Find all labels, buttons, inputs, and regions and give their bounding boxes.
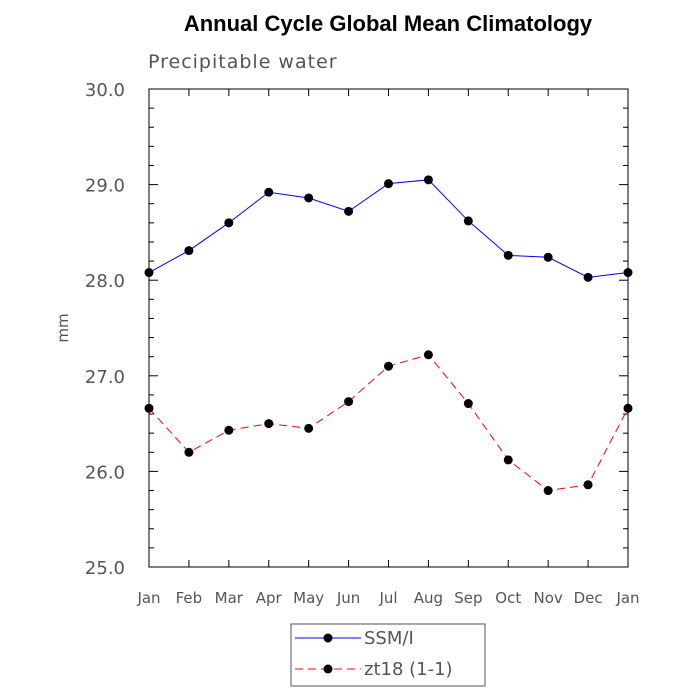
data-point-series-1 (463, 399, 473, 409)
data-point-series-1 (184, 447, 194, 457)
data-point-series-1 (583, 480, 593, 490)
axis-ticks (148, 88, 629, 568)
x-tick-label: Jan (136, 589, 160, 607)
legend-label-zt18: zt18 (1-1) (364, 659, 453, 680)
y-tick-labels: 25.0 26.0 27.0 28.0 29.0 30.0 (85, 80, 125, 579)
y-tick-label: 26.0 (85, 462, 125, 483)
data-point-series-1 (423, 350, 433, 360)
data-point-series-0 (384, 179, 393, 189)
x-tick-label: Dec (574, 589, 603, 607)
chart-subtitle: Precipitable water (148, 51, 338, 73)
data-point-series-1 (224, 425, 234, 435)
legend-marker-zt18 (323, 664, 333, 674)
legend-marker-ssmi (323, 633, 333, 643)
data-point-series-1 (344, 397, 354, 407)
y-tick-label: 29.0 (85, 176, 125, 197)
data-point-series-0 (423, 175, 433, 185)
data-point-series-0 (264, 187, 274, 197)
y-tick-label: 27.0 (85, 367, 125, 388)
x-tick-label: Sep (454, 589, 482, 607)
data-point-series-1 (264, 419, 274, 429)
x-tick-labels: Jan Feb Mar Apr May Jun Jul Aug Sep Oct Nov Dec Jan (136, 589, 639, 607)
data-point-series-0 (583, 272, 593, 282)
plot-frame (148, 88, 629, 568)
series-line-1 (148, 354, 629, 492)
data-point-series-0 (304, 193, 314, 203)
x-tick-label: May (293, 589, 324, 607)
x-tick-label: Oct (495, 589, 521, 607)
x-tick-label: Jun (336, 589, 360, 607)
y-axis-label: mm (54, 313, 72, 342)
data-point-series-1 (543, 486, 553, 496)
x-tick-label: Jan (615, 589, 639, 607)
x-tick-label: Nov (534, 589, 563, 607)
y-tick-label: 30.0 (85, 80, 125, 101)
data-point-series-1 (304, 423, 314, 433)
x-tick-label: Aug (414, 589, 443, 607)
data-point-series-1 (503, 455, 513, 465)
legend-box (290, 623, 486, 687)
y-tick-label: 28.0 (85, 271, 125, 292)
data-point-series-0 (503, 250, 513, 260)
series-layer (144, 175, 633, 496)
data-point-series-1 (384, 361, 393, 371)
x-tick-label: Apr (256, 589, 283, 607)
legend-label-ssmi: SSM/I (364, 628, 414, 649)
data-point-series-0 (463, 216, 473, 226)
legend: SSM/I zt18 (1-1) (290, 623, 486, 687)
data-point-series-0 (224, 218, 234, 228)
data-point-series-0 (344, 206, 354, 216)
chart-title: Annual Cycle Global Mean Climatology (184, 11, 593, 36)
data-point-series-0 (184, 246, 194, 256)
series-line-0 (148, 179, 629, 278)
x-tick-label: Jul (378, 589, 397, 607)
x-tick-label: Feb (176, 589, 203, 607)
y-tick-label: 25.0 (85, 558, 125, 579)
data-point-series-0 (543, 252, 553, 262)
x-tick-label: Mar (215, 589, 244, 607)
